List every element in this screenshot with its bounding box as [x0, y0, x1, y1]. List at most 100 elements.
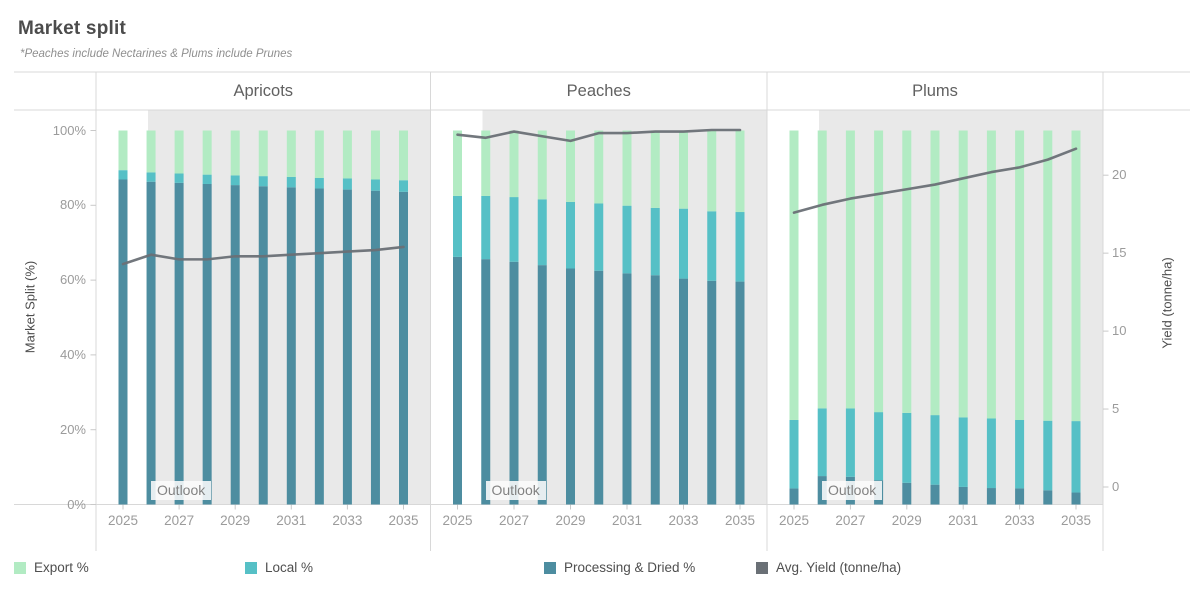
bar-segment-processing-peaches-2029[interactable]	[566, 268, 575, 505]
bar-segment-local-peaches-2034[interactable]	[707, 211, 717, 281]
bar-segment-export-peaches-2031[interactable]	[622, 130, 632, 206]
bar-segment-export-plums-2031[interactable]	[958, 130, 968, 418]
bar-segment-export-peaches-2034[interactable]	[707, 130, 717, 212]
bar-segment-export-peaches-2027[interactable]	[509, 130, 519, 198]
bar-segment-export-apricots-2026[interactable]	[146, 130, 156, 173]
bar-segment-local-apricots-2027[interactable]	[174, 173, 184, 183]
bar-segment-export-peaches-2035[interactable]	[735, 130, 745, 213]
bar-segment-processing-peaches-2033[interactable]	[679, 278, 688, 505]
bar-segment-local-apricots-2031[interactable]	[286, 176, 296, 188]
yield-line-plums[interactable]	[792, 147, 1078, 214]
bar-segment-local-peaches-2028[interactable]	[537, 199, 547, 266]
bar-segment-export-peaches-2032[interactable]	[650, 130, 660, 208]
bar-segment-local-apricots-2026[interactable]	[146, 172, 156, 182]
bar-segment-export-apricots-2033[interactable]	[342, 130, 352, 179]
bar-segment-export-apricots-2025[interactable]	[118, 130, 128, 171]
bar-segment-local-apricots-2033[interactable]	[342, 178, 352, 190]
bar-segment-local-apricots-2032[interactable]	[314, 177, 324, 189]
bar-segment-processing-apricots-2030[interactable]	[258, 186, 268, 505]
bar-segment-export-plums-2025[interactable]	[789, 130, 799, 420]
bar-segment-local-apricots-2028[interactable]	[202, 174, 212, 184]
bar-segment-local-peaches-2033[interactable]	[679, 208, 688, 279]
bar-segment-processing-peaches-2030[interactable]	[594, 270, 604, 505]
bar-segment-export-apricots-2030[interactable]	[258, 130, 268, 177]
bar-segment-export-apricots-2027[interactable]	[174, 130, 184, 174]
bar-segment-processing-apricots-2029[interactable]	[230, 185, 240, 505]
bar-segment-local-plums-2030[interactable]	[930, 415, 940, 485]
bar-segment-processing-peaches-2034[interactable]	[707, 280, 717, 505]
bar-segment-local-peaches-2029[interactable]	[566, 201, 575, 269]
bar-segment-processing-plums-2032[interactable]	[986, 488, 996, 505]
bar-segment-processing-peaches-2035[interactable]	[735, 281, 745, 505]
bar-segment-processing-peaches-2025[interactable]	[453, 256, 462, 505]
x-tick-label-2029: 2029	[891, 513, 922, 528]
bar-segment-local-peaches-2027[interactable]	[509, 197, 519, 262]
bar-segment-local-peaches-2031[interactable]	[622, 205, 632, 274]
bar-segment-processing-apricots-2031[interactable]	[286, 187, 296, 505]
bar-segment-export-apricots-2035[interactable]	[399, 130, 408, 181]
bar-segment-local-peaches-2030[interactable]	[594, 203, 604, 271]
bar-segment-local-peaches-2035[interactable]	[735, 212, 745, 282]
bar-segment-local-plums-2026[interactable]	[817, 408, 827, 477]
bar-segment-local-plums-2027[interactable]	[845, 408, 855, 477]
bar-segment-processing-plums-2031[interactable]	[958, 486, 968, 505]
bar-segment-export-peaches-2028[interactable]	[537, 130, 547, 200]
bar-segment-export-apricots-2031[interactable]	[286, 130, 296, 177]
bar-segment-processing-apricots-2025[interactable]	[118, 179, 128, 505]
bar-segment-export-apricots-2028[interactable]	[202, 130, 212, 175]
bar-segment-local-peaches-2032[interactable]	[650, 207, 660, 276]
bar-segment-local-apricots-2029[interactable]	[230, 175, 240, 186]
bar-segment-local-apricots-2035[interactable]	[399, 180, 408, 192]
bar-segment-export-plums-2027[interactable]	[845, 130, 855, 409]
bar-segment-processing-plums-2033[interactable]	[1015, 488, 1025, 505]
bar-segment-export-plums-2028[interactable]	[874, 130, 884, 413]
bar-segment-processing-apricots-2028[interactable]	[202, 183, 212, 505]
bar-segment-export-plums-2035[interactable]	[1071, 130, 1081, 422]
bar-segment-processing-apricots-2035[interactable]	[399, 191, 408, 505]
bar-segment-local-plums-2029[interactable]	[902, 412, 912, 483]
bar-segment-export-peaches-2033[interactable]	[679, 130, 688, 209]
bar-segment-processing-plums-2035[interactable]	[1071, 492, 1081, 505]
bar-segment-processing-plums-2034[interactable]	[1043, 490, 1053, 505]
bar-segment-processing-peaches-2028[interactable]	[537, 265, 547, 505]
bar-segment-processing-apricots-2034[interactable]	[370, 190, 380, 505]
bar-segment-export-peaches-2026[interactable]	[481, 130, 491, 196]
yield-line-peaches[interactable]	[456, 128, 742, 143]
bar-segment-export-peaches-2025[interactable]	[453, 130, 462, 196]
bar-segment-export-plums-2032[interactable]	[986, 130, 996, 419]
bar-segment-processing-apricots-2026[interactable]	[146, 181, 156, 505]
bar-segment-local-plums-2032[interactable]	[986, 418, 996, 489]
bar-segment-export-peaches-2029[interactable]	[566, 130, 575, 202]
yield-line-apricots[interactable]	[121, 245, 405, 266]
bar-segment-processing-peaches-2027[interactable]	[509, 261, 519, 505]
bar-segment-export-plums-2030[interactable]	[930, 130, 940, 416]
bar-segment-local-plums-2025[interactable]	[789, 419, 799, 489]
bar-segment-local-peaches-2025[interactable]	[453, 195, 462, 257]
bar-segment-export-apricots-2032[interactable]	[314, 130, 324, 178]
bar-segment-export-plums-2026[interactable]	[817, 130, 827, 409]
bar-segment-processing-plums-2030[interactable]	[930, 484, 940, 505]
bar-segment-export-plums-2034[interactable]	[1043, 130, 1053, 421]
bar-segment-export-apricots-2029[interactable]	[230, 130, 240, 176]
bar-segment-local-apricots-2025[interactable]	[118, 170, 128, 180]
bar-segment-local-apricots-2030[interactable]	[258, 176, 268, 187]
bar-segment-processing-peaches-2031[interactable]	[622, 273, 632, 505]
bar-segment-processing-apricots-2027[interactable]	[174, 182, 184, 505]
bar-segment-export-peaches-2030[interactable]	[594, 130, 604, 204]
bar-segment-processing-plums-2029[interactable]	[902, 482, 912, 505]
bar-segment-local-plums-2035[interactable]	[1071, 421, 1081, 493]
bar-segment-processing-apricots-2033[interactable]	[342, 189, 352, 505]
bar-segment-processing-peaches-2032[interactable]	[650, 275, 660, 505]
bar-segment-processing-peaches-2026[interactable]	[481, 259, 491, 505]
bar-segment-local-plums-2033[interactable]	[1015, 419, 1025, 489]
bar-segment-export-plums-2029[interactable]	[902, 130, 912, 413]
bar-segment-local-plums-2031[interactable]	[958, 417, 968, 487]
bar-segment-processing-apricots-2032[interactable]	[314, 188, 324, 505]
bar-segment-export-apricots-2034[interactable]	[370, 130, 380, 180]
bar-segment-local-plums-2028[interactable]	[874, 412, 884, 481]
bar-segment-local-peaches-2026[interactable]	[481, 195, 491, 260]
bar-segment-local-plums-2034[interactable]	[1043, 420, 1053, 491]
bar-segment-local-apricots-2034[interactable]	[370, 179, 380, 191]
bar-segment-export-plums-2033[interactable]	[1015, 130, 1025, 420]
bar-segment-processing-plums-2025[interactable]	[789, 488, 799, 505]
